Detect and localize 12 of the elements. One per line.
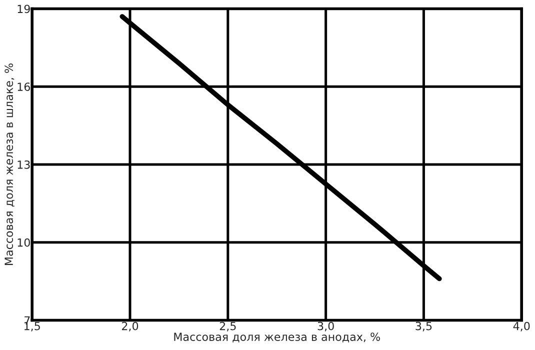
y-tick-label: 13: [18, 160, 30, 169]
y-axis-title: Массовая доля железа в шлаке, %: [4, 64, 14, 265]
x-tick-label: 2,5: [220, 322, 236, 332]
x-tick-label: 3,5: [416, 322, 432, 332]
y-tick-label: 10: [18, 238, 30, 247]
x-tick-label: 4,0: [513, 322, 530, 332]
x-axis-title: Массовая доля железа в анодах, %: [174, 332, 380, 342]
x-tick-label: 1,5: [24, 322, 40, 332]
y-tick-label: 19: [18, 4, 30, 14]
x-tick-label: 3,0: [318, 322, 334, 332]
x-tick-label: 2,0: [122, 322, 138, 332]
y-tick-label: 16: [18, 82, 30, 92]
